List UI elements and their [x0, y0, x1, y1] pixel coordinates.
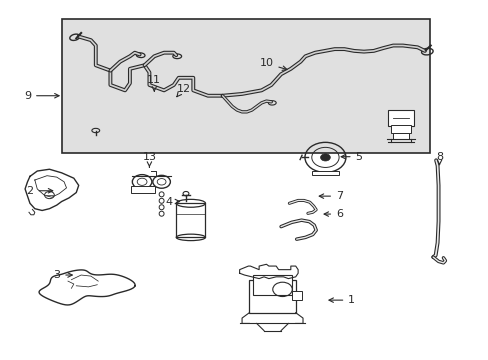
- Bar: [176, 203, 205, 237]
- Bar: [292, 291, 302, 300]
- Bar: [249, 280, 295, 313]
- Circle shape: [320, 154, 330, 161]
- Text: 11: 11: [147, 75, 161, 91]
- Bar: [392, 133, 408, 139]
- Bar: [390, 126, 410, 134]
- Text: 9: 9: [24, 91, 59, 101]
- Bar: [131, 186, 155, 193]
- Text: 5: 5: [341, 152, 362, 162]
- Text: 4: 4: [165, 197, 179, 207]
- Bar: [61, 19, 429, 153]
- Text: 8: 8: [435, 152, 442, 165]
- Bar: [311, 171, 338, 175]
- Text: 1: 1: [328, 295, 355, 305]
- Text: 13: 13: [142, 152, 156, 167]
- Text: 3: 3: [53, 270, 72, 280]
- Text: 7: 7: [319, 191, 343, 201]
- Text: 2: 2: [26, 186, 53, 196]
- Bar: [253, 275, 292, 295]
- Text: 10: 10: [259, 58, 286, 70]
- Text: 12: 12: [176, 84, 190, 97]
- Bar: [387, 110, 413, 126]
- Text: 6: 6: [324, 209, 343, 219]
